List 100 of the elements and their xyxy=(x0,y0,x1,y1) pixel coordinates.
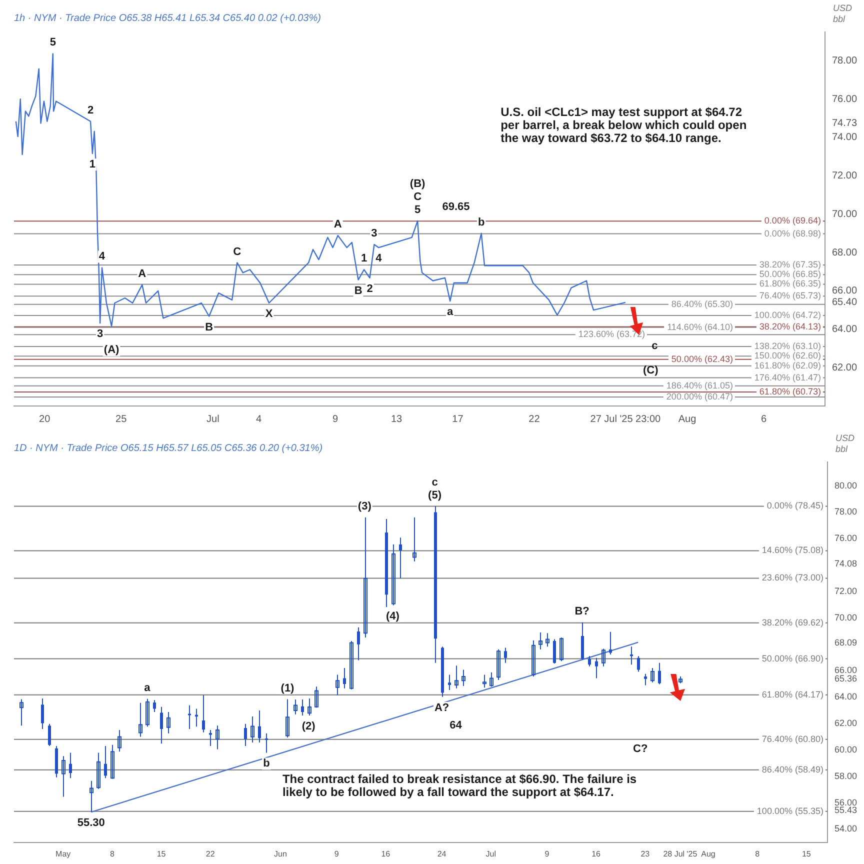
ref-line-label: 161.80% (62.09) xyxy=(754,360,821,370)
y-tick-label: 70.00 xyxy=(832,208,858,220)
ref-line-label: 38.20% (69.62) xyxy=(762,617,824,628)
candlestick xyxy=(202,694,205,733)
candlestick xyxy=(448,674,451,690)
candlestick xyxy=(118,729,122,752)
x-tick-label: Aug xyxy=(701,849,716,858)
ref-line-label: 0.00% (78.45) xyxy=(766,500,824,511)
candlestick xyxy=(96,752,100,790)
y-tick-label: 76.00 xyxy=(832,94,858,105)
y-tick-label: 72.00 xyxy=(832,170,858,182)
y-tick-label: 60.00 xyxy=(834,744,858,754)
x-tick-label: 22 xyxy=(528,414,540,425)
x-tick-label: 4 xyxy=(256,414,262,425)
annotation: (A) xyxy=(104,344,120,356)
x-tick-label: 20 xyxy=(39,414,51,425)
candlestick xyxy=(553,638,556,664)
candlestick xyxy=(314,686,318,708)
y-tick-label: 68.00 xyxy=(832,247,858,258)
ref-line-label: 176.40% (61.47) xyxy=(754,372,821,382)
x-tick-label: 25 xyxy=(116,414,128,425)
annotation: C xyxy=(414,190,422,203)
annotation: (4) xyxy=(386,610,400,622)
candlestick xyxy=(602,648,606,667)
annotation: (2) xyxy=(302,720,316,732)
x-tick-label: 9 xyxy=(544,849,550,858)
candlestick xyxy=(412,516,416,562)
ref-line-label: 100.00% (55.35) xyxy=(756,806,824,816)
x-tick-label: Aug xyxy=(678,414,696,425)
annotation: 55.30 xyxy=(77,817,105,830)
candlestick xyxy=(399,537,402,579)
annotation: 3 xyxy=(371,228,378,240)
y-axis-title: USD bbl xyxy=(832,3,852,24)
x-tick-label: 16 xyxy=(592,849,602,858)
candlestick xyxy=(258,710,261,744)
x-tick-label: 6 xyxy=(760,414,767,425)
candlestick xyxy=(69,752,72,779)
candlestick xyxy=(20,698,24,726)
candlestick xyxy=(637,656,640,672)
y-tick-label: 54.00 xyxy=(834,824,858,834)
ref-line-label: 100.00% (64.72) xyxy=(754,310,821,320)
ref-line-label: 50.00% (62.43) xyxy=(671,354,733,364)
candlestick xyxy=(588,656,591,667)
candlestick xyxy=(160,706,163,744)
annotation: c xyxy=(652,340,658,352)
ref-line-label: 186.40% (61.05) xyxy=(666,380,733,390)
annotation: B? xyxy=(574,605,590,618)
annotation: c xyxy=(432,476,438,488)
candlestick xyxy=(609,631,612,655)
y-tick-label: 78.00 xyxy=(832,56,858,67)
x-tick-label: Jul xyxy=(206,414,220,425)
ref-line-label: 61.80% (60.73) xyxy=(759,386,821,396)
annotation: 4 xyxy=(98,250,106,263)
y-tick-label: 76.00 xyxy=(834,533,858,544)
annotation: (3) xyxy=(358,500,372,512)
annotation: (1) xyxy=(280,682,295,694)
x-tick-label: 16 xyxy=(381,849,391,858)
annotation: 3 xyxy=(97,328,104,340)
annotation: (5) xyxy=(428,489,442,502)
annotation: (C) xyxy=(642,364,659,376)
candlestick xyxy=(482,674,486,688)
y-tick-label: 56.00 xyxy=(834,797,858,808)
annotation: 69.65 xyxy=(442,201,470,214)
ref-line-label: 23.60% (73.00) xyxy=(762,572,824,583)
candlestick xyxy=(546,632,550,648)
ref-line-label: 150.00% (62.60) xyxy=(754,350,821,361)
candlestick xyxy=(104,745,107,779)
candlestick xyxy=(265,732,268,754)
y-tick-label: 66.00 xyxy=(834,665,858,676)
candlestick xyxy=(350,640,354,690)
candlestick xyxy=(364,516,368,638)
y-axis-title: USD bbl xyxy=(835,433,855,454)
y-tick-label: 65.36 xyxy=(834,674,858,684)
ref-line-label: 86.40% (65.30) xyxy=(671,298,733,309)
x-tick-label: 13 xyxy=(390,414,403,425)
candlestick xyxy=(216,725,220,750)
y-tick-label: 68.09 xyxy=(834,638,858,648)
candlestick xyxy=(308,698,312,716)
y-tick-label: 72.00 xyxy=(834,586,858,596)
y-tick-label: 74.73 xyxy=(832,118,858,130)
candlestick xyxy=(90,780,94,813)
candlestick xyxy=(504,647,507,664)
candlestick xyxy=(658,662,661,685)
ref-line-label: 138.20% (63.10) xyxy=(754,341,821,352)
x-tick-label: Jun xyxy=(274,849,287,858)
ref-line-label: 76.40% (65.73) xyxy=(759,290,821,301)
y-tick-label: 70.00 xyxy=(834,612,858,622)
annotation: 5 xyxy=(50,36,56,49)
annotation: X xyxy=(265,308,274,320)
candlestick xyxy=(392,544,396,606)
ref-line-label: 86.40% (58.49) xyxy=(762,764,824,774)
y-tick-label: 64.00 xyxy=(832,324,858,336)
ref-line-label: 200.00% (60.47) xyxy=(666,391,733,402)
y-tick-label: 78.00 xyxy=(834,506,858,517)
annotation: A xyxy=(334,218,342,231)
candlestick xyxy=(538,632,542,650)
x-tick-label: 24 xyxy=(437,849,447,858)
ref-line-label: 14.60% (75.08) xyxy=(762,545,824,556)
ref-line-label: 61.80% (64.17) xyxy=(762,689,824,700)
annotation: 1 xyxy=(89,158,96,171)
